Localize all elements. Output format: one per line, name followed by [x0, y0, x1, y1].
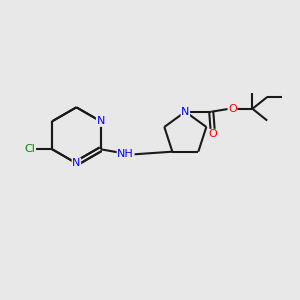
Text: O: O	[228, 104, 237, 114]
Text: N: N	[96, 116, 105, 126]
Text: O: O	[208, 129, 217, 140]
Text: Cl: Cl	[25, 144, 35, 154]
Text: N: N	[72, 158, 81, 168]
Text: N: N	[181, 107, 190, 117]
Text: NH: NH	[117, 149, 134, 159]
